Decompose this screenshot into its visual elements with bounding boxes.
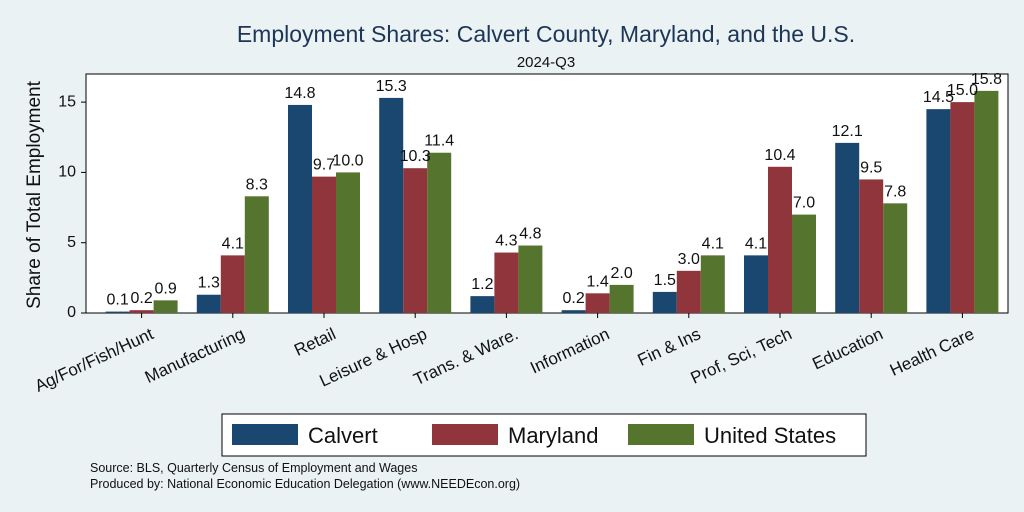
data-label: 4.8: [519, 226, 541, 243]
bar: [744, 255, 768, 313]
data-label: 0.1: [106, 292, 128, 309]
bar: [220, 255, 245, 313]
data-label: 11.4: [424, 133, 454, 150]
data-label: 0.2: [130, 290, 152, 307]
bar: [585, 293, 610, 313]
x-tick-label: Information: [527, 324, 612, 377]
x-tick-label: Fin & Ins: [635, 324, 704, 370]
x-tick-label: Health Care: [887, 324, 977, 380]
data-label: 10.3: [400, 148, 431, 165]
data-label: 4.1: [702, 235, 724, 252]
bar: [288, 104, 312, 313]
legend-label: Calvert: [308, 423, 378, 448]
data-label: 9.7: [313, 157, 335, 174]
bar: [494, 252, 519, 313]
legend-label: Maryland: [508, 423, 598, 448]
y-axis-label: Share of Total Employment: [24, 80, 45, 308]
data-label: 14.5: [923, 89, 954, 106]
x-tick-label: Retail: [291, 324, 338, 360]
legend-swatch: [628, 424, 694, 445]
bar: [312, 176, 336, 313]
x-tick-label: Manufacturing: [142, 324, 248, 387]
data-label: 10.4: [764, 147, 795, 164]
bar: [196, 294, 221, 313]
bar: [470, 296, 495, 313]
data-label: 0.2: [562, 290, 584, 307]
data-label: 1.4: [586, 273, 608, 290]
bar: [609, 284, 634, 313]
y-tick-label: 15: [58, 93, 76, 110]
x-tick-label: Education: [809, 324, 886, 373]
data-label: 12.1: [832, 123, 863, 140]
data-label: 9.5: [860, 159, 882, 176]
bar: [403, 168, 428, 313]
data-label: 10.0: [332, 152, 363, 169]
legend-box: [221, 413, 867, 457]
x-tick-label: Prof, Sci, Tech: [688, 324, 795, 387]
y-tick-label: 10: [58, 164, 76, 181]
data-label: 1.2: [471, 276, 493, 293]
y-axis: 0 5 10 15: [58, 93, 86, 321]
bar: [427, 152, 452, 313]
bar: [883, 203, 908, 313]
legend-swatch: [232, 424, 298, 445]
data-label: 7.0: [793, 195, 815, 212]
data-label: 0.9: [154, 280, 176, 297]
data-label: 1.3: [198, 275, 220, 292]
data-label: 1.5: [654, 272, 676, 289]
legend-swatch: [432, 424, 498, 445]
bar: [835, 142, 860, 313]
data-label: 4.1: [222, 235, 244, 252]
bar: [768, 166, 792, 313]
data-label: 4.3: [495, 233, 517, 250]
legend-label: United States: [704, 423, 836, 448]
bars: [105, 90, 999, 314]
bar: [518, 245, 543, 313]
bar: [926, 109, 951, 313]
bar: [950, 102, 975, 313]
x-tick-label: Trans. & Ware.: [411, 324, 521, 389]
chart-title: Employment Shares: Calvert County, Maryl…: [237, 21, 855, 47]
bar: [379, 97, 404, 314]
data-label: 4.1: [745, 235, 767, 252]
bar: [561, 310, 586, 313]
data-label: 15.0: [947, 82, 978, 99]
x-tick-label: Ag/For/Fish/Hunt: [32, 324, 157, 396]
bar: [676, 270, 701, 313]
bar: [105, 311, 130, 313]
bar: [153, 300, 178, 313]
y-tick-label: 5: [67, 234, 76, 251]
data-label: 8.3: [246, 176, 268, 193]
producer-note: Produced by: National Economic Education…: [90, 477, 520, 491]
source-note: Source: BLS, Quarterly Census of Employm…: [90, 461, 417, 475]
legend: Calvert Maryland United States: [221, 413, 867, 457]
bar: [974, 90, 999, 313]
bar: [792, 214, 816, 313]
chart-subtitle: 2024-Q3: [517, 54, 575, 71]
data-labels: 0.1 0.20.9 1.34.18.314.89.710.015.310.311.…: [106, 71, 1002, 309]
bar: [336, 172, 360, 313]
data-label: 3.0: [678, 251, 700, 268]
bar: [652, 291, 677, 313]
bar: [700, 255, 725, 313]
bar: [129, 310, 154, 313]
data-label: 15.8: [971, 71, 1002, 88]
bar: [244, 196, 269, 313]
bar: [859, 179, 884, 313]
data-label: 15.3: [376, 78, 407, 95]
data-label: 14.8: [284, 85, 315, 102]
data-label: 2.0: [610, 265, 632, 282]
y-tick-label: 0: [67, 304, 76, 321]
data-label: 7.8: [884, 183, 906, 200]
